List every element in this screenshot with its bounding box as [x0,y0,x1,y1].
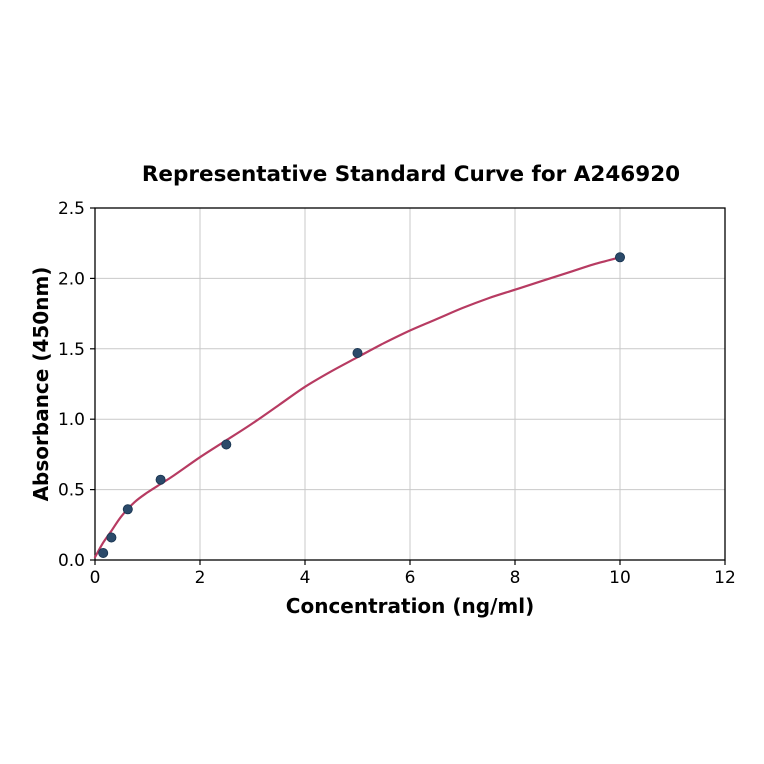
y-tick-label: 1.5 [58,340,85,360]
x-tick-label: 4 [300,568,311,588]
data-point [106,532,117,543]
x-tick-label: 12 [714,568,736,588]
data-point [122,504,133,515]
x-tick-label: 8 [510,568,521,588]
x-axis-label: Concentration (ng/ml) [286,594,534,618]
chart-title: Representative Standard Curve for A24692… [142,162,680,187]
series-layer [93,252,626,559]
grid-layer [94,207,726,561]
x-tick-label: 0 [90,568,101,588]
x-tick-label: 2 [195,568,206,588]
y-tick-label: 0.0 [58,551,85,571]
fit-curve-line [93,256,622,559]
data-point [155,474,166,485]
axis-layer: 0 2 4 6 8 10 12 0.0 0.5 1.0 1.5 2.0 2.5 [58,199,736,588]
x-tick-label: 10 [609,568,631,588]
x-tick-label: 6 [405,568,416,588]
data-point [98,548,109,559]
y-tick-label: 0.5 [58,481,85,501]
data-point [615,252,626,263]
data-point [221,439,232,450]
y-tick-label: 2.5 [58,199,85,219]
y-tick-label: 2.0 [58,269,85,289]
y-axis-label: Absorbance (450nm) [29,267,53,502]
y-tick-label: 1.0 [58,410,85,430]
data-point [352,347,363,358]
plot-frame [94,207,726,561]
